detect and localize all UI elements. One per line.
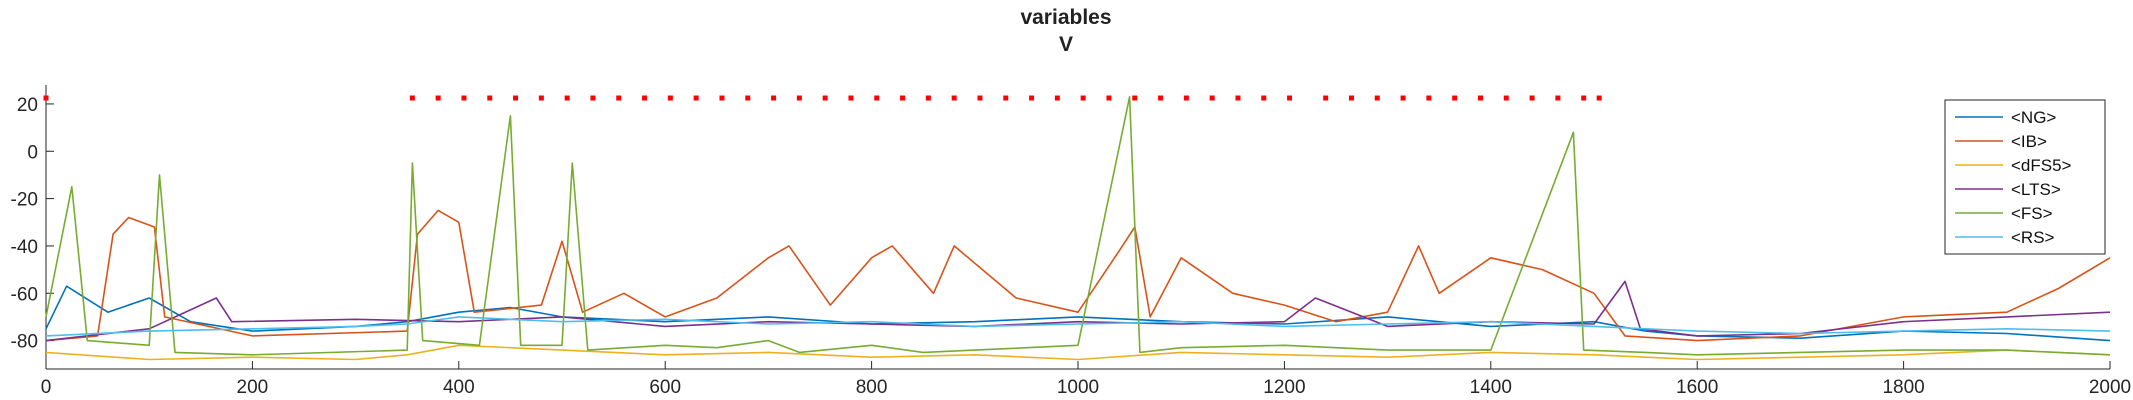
event-marker (1323, 95, 1329, 101)
event-marker (1529, 95, 1535, 101)
event-marker (43, 95, 49, 101)
series-line-4 (45, 96, 2111, 356)
series-line-5 (45, 316, 2111, 337)
x-tick-label: 2000 (2089, 377, 2131, 398)
x-tick-label: 800 (856, 377, 888, 398)
x-tick-label: 1600 (1676, 377, 1718, 398)
event-marker (1426, 95, 1432, 101)
x-tick-label: 1000 (1057, 377, 1099, 398)
event-marker (461, 95, 467, 101)
event-marker (1106, 95, 1112, 101)
legend-entry: <dFS5> (2011, 156, 2072, 175)
event-marker (538, 95, 544, 101)
event-marker (796, 95, 802, 101)
event-marker (1209, 95, 1215, 101)
event-marker (1183, 95, 1189, 101)
event-marker (719, 95, 725, 101)
series-line-3 (45, 280, 2111, 342)
event-marker (409, 95, 415, 101)
event-marker (874, 95, 880, 101)
event-marker (693, 95, 699, 101)
event-marker (1581, 95, 1587, 101)
legend-box (1944, 99, 2106, 255)
event-marker (590, 95, 596, 101)
event-marker (1555, 95, 1561, 101)
event-marker (1287, 95, 1293, 101)
chart-title: variables (1020, 6, 1111, 29)
x-tick-label: 1200 (1263, 377, 1305, 398)
event-marker (951, 95, 957, 101)
event-marker (513, 95, 519, 101)
legend-entry: <NG> (2011, 108, 2056, 127)
event-marker (1596, 95, 1602, 101)
x-tick-label: 0 (41, 377, 52, 398)
plot-area: 0 200 400 600 800 1000 1200 1400 1600 1800 2000200… (11, 85, 2131, 398)
legend: <NG> <IB> <dFS5> <LTS> <FS> <RS> (1944, 99, 2106, 255)
event-marker (616, 95, 622, 101)
event-marker (822, 95, 828, 101)
event-marker (900, 95, 906, 101)
event-marker (667, 95, 673, 101)
x-tick-label: 200 (237, 377, 269, 398)
event-marker (1452, 95, 1458, 101)
legend-entry: <LTS> (2011, 180, 2061, 199)
y-tick-label: 20 (17, 95, 38, 116)
event-marker (925, 95, 931, 101)
x-tick-label: 1400 (1470, 377, 1512, 398)
event-marker (745, 95, 751, 101)
y-tick-label: -60 (11, 284, 38, 305)
legend-entry: <RS> (2011, 228, 2055, 247)
y-tick-label: -40 (11, 237, 38, 258)
event-marker (487, 95, 493, 101)
event-marker (1374, 95, 1380, 101)
event-marker (1029, 95, 1035, 101)
x-tick-label: 400 (443, 377, 475, 398)
event-marker (1503, 95, 1509, 101)
legend-entry: <FS> (2011, 204, 2053, 223)
y-tick-label: -80 (11, 332, 38, 353)
event-marker (564, 95, 570, 101)
event-marker (1400, 95, 1406, 101)
event-marker (1158, 95, 1164, 101)
x-tick-label: 600 (649, 377, 681, 398)
event-marker (1080, 95, 1086, 101)
event-marker (848, 95, 854, 101)
series-line-2 (45, 344, 2111, 361)
event-marker (1261, 95, 1267, 101)
event-marker (435, 95, 441, 101)
event-marker (1235, 95, 1241, 101)
event-marker (1348, 95, 1354, 101)
event-marker (977, 95, 983, 101)
event-marker (1132, 95, 1138, 101)
x-tick-label: 1800 (1882, 377, 1924, 398)
legend-entry: <IB> (2011, 132, 2047, 151)
event-marker (642, 95, 648, 101)
event-marker (1477, 95, 1483, 101)
chart-subtitle: V (1059, 33, 1073, 56)
y-tick-label: -20 (11, 190, 38, 211)
event-marker (771, 95, 777, 101)
series-line-1 (45, 209, 2111, 342)
event-marker (1003, 95, 1009, 101)
event-marker (1054, 95, 1060, 101)
y-tick-label: 0 (27, 142, 38, 163)
